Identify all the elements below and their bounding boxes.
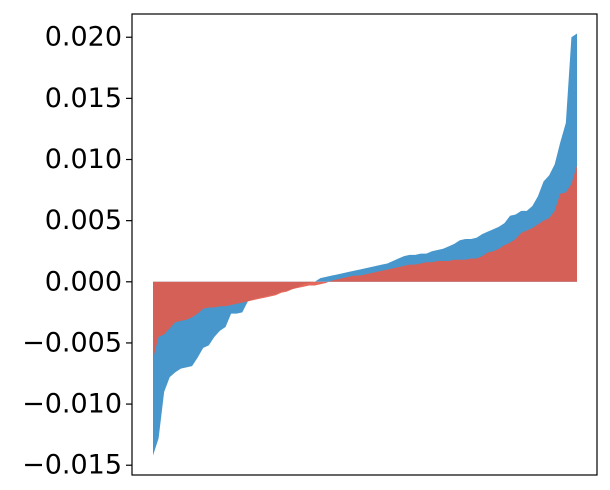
y-tick-label: −0.015 <box>22 450 122 481</box>
y-tick-label: 0.000 <box>45 266 122 297</box>
y-axis: 0.020 0.015 0.010 0.005 0.000 −0.005 −0.010 −0.… <box>22 22 132 481</box>
y-tick-label: −0.010 <box>22 389 122 420</box>
y-tick-label: 0.015 <box>45 83 122 114</box>
area-series-2 <box>153 165 577 359</box>
chart-areas <box>153 33 577 456</box>
plot-frame <box>131 13 598 476</box>
area-series-1 <box>153 33 577 456</box>
y-tick-label: 0.005 <box>45 205 122 236</box>
y-tick-label: 0.010 <box>45 144 122 175</box>
y-tick-label: −0.005 <box>22 327 122 358</box>
y-tick-label: 0.020 <box>45 22 122 53</box>
